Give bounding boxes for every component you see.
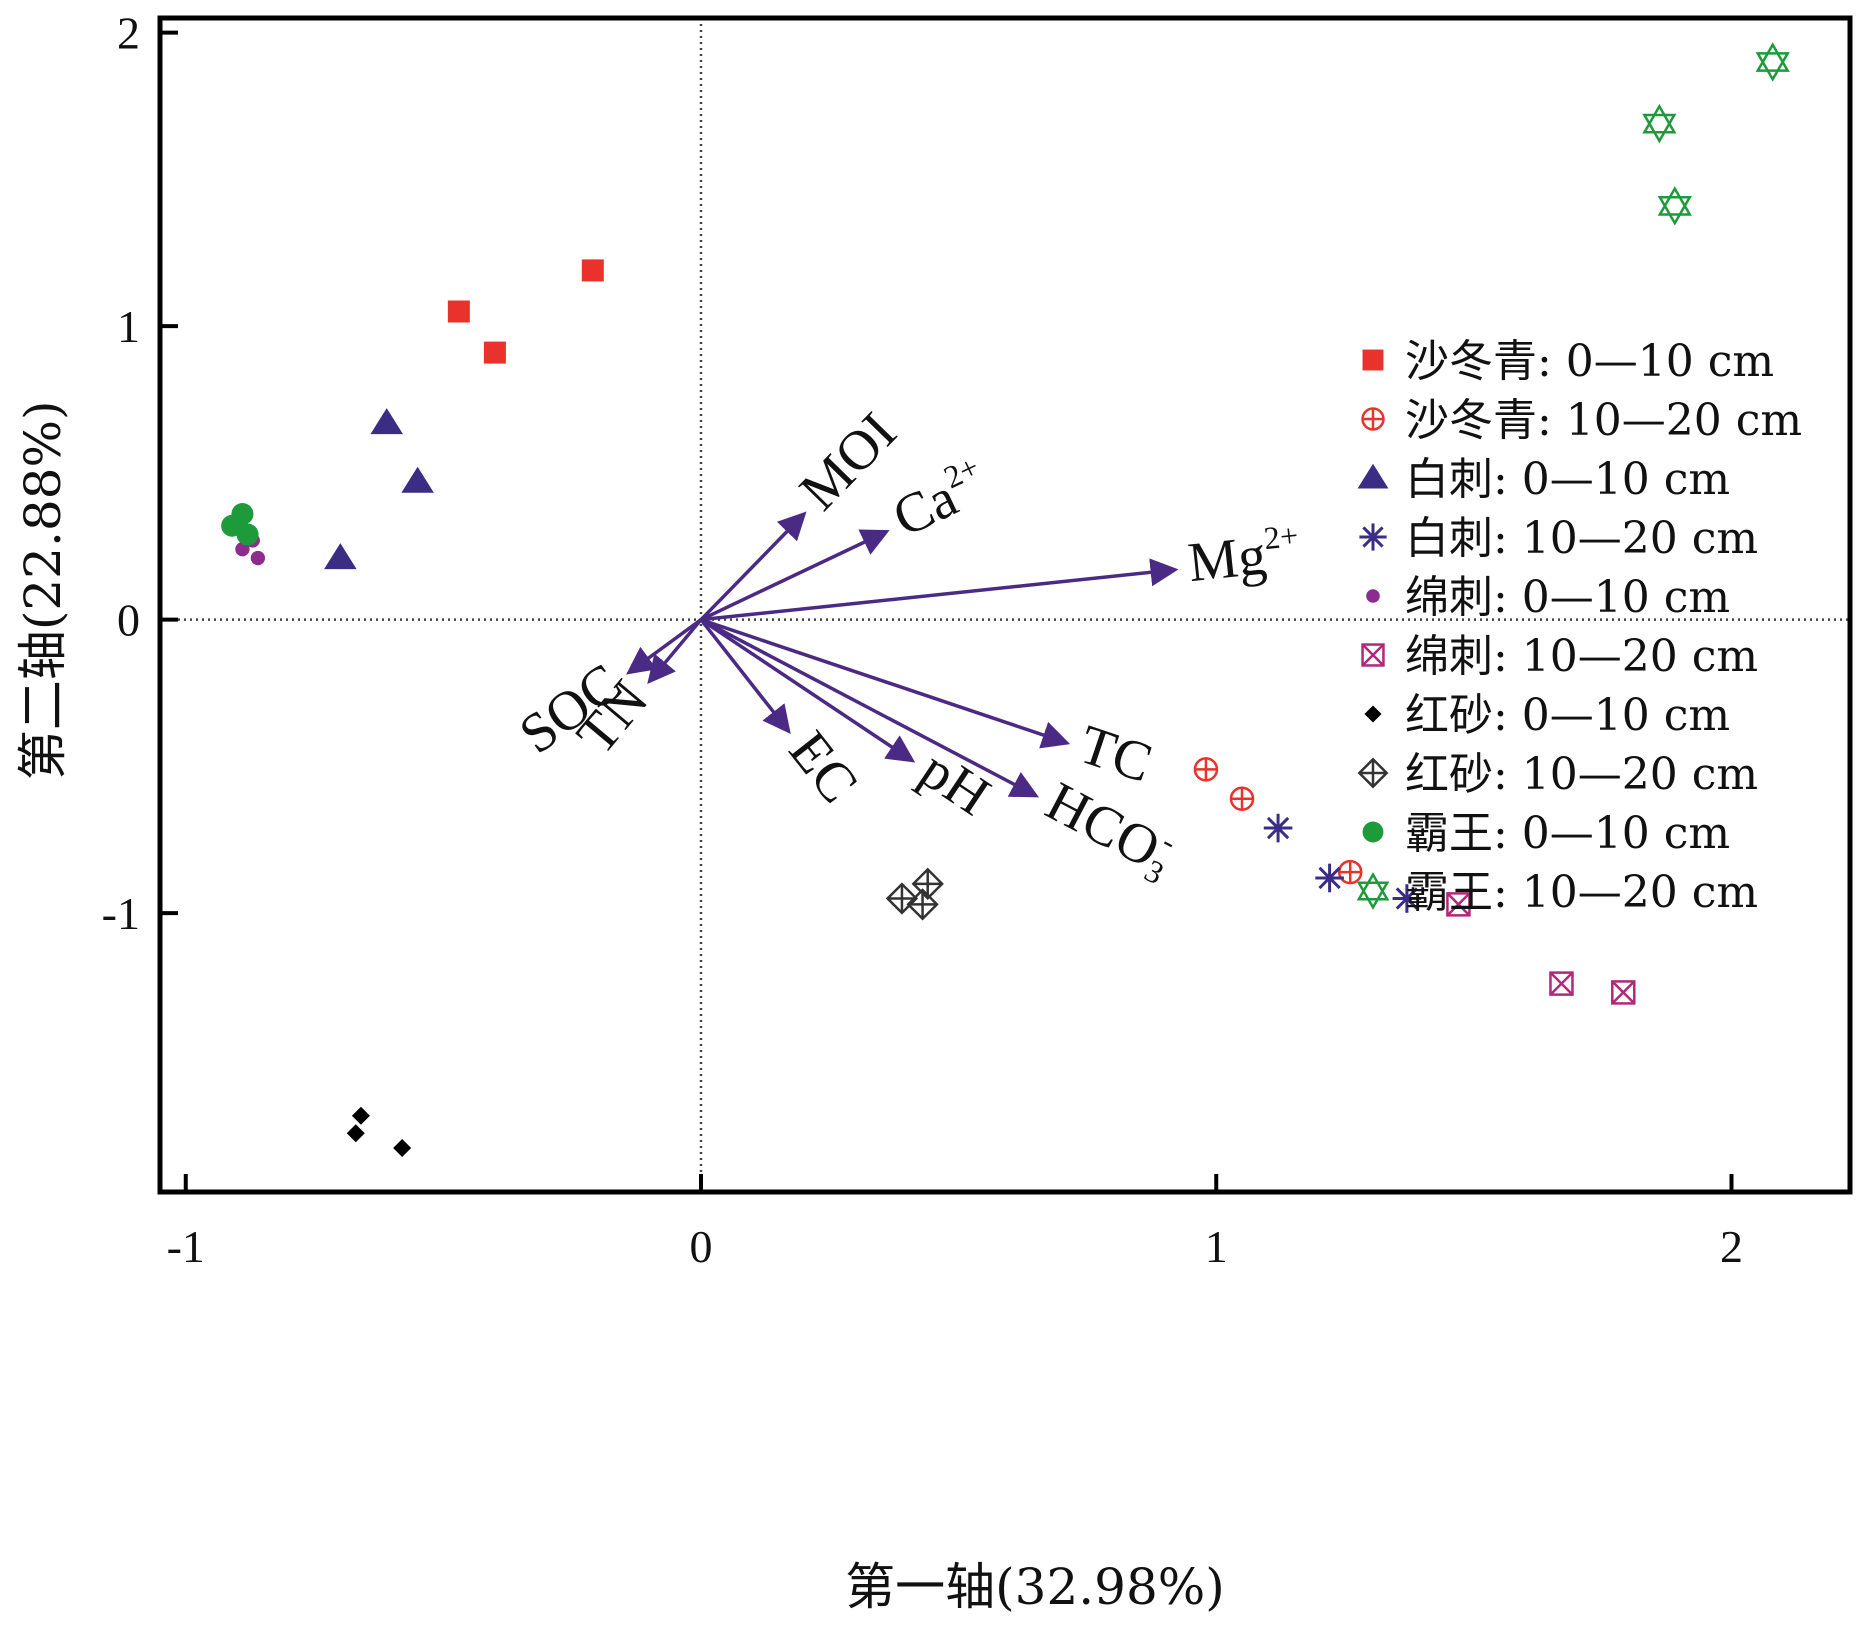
legend-label-10: 霸王: 10—20 cm [1405,867,1758,918]
legend-label-6: 绵刺: 10—20 cm [1405,631,1758,682]
legend-label-9: 霸王: 0—10 cm [1405,808,1730,859]
data-point-series-10 [1755,42,1790,82]
plot-frame [157,15,1853,1195]
legend-label-3: 白刺: 0—10 cm [1405,454,1730,505]
data-point-series-4 [1263,813,1293,843]
data-point-series-6 [1549,971,1574,996]
legend-label-1: 沙冬青: 0—10 cm [1405,336,1774,387]
vector-arrow-hco [700,618,1040,798]
vector-arrow-tn [647,618,703,684]
data-point-series-8 [885,882,919,915]
legend: 沙冬青: 0—10 cm 沙冬青: 10—20 cm 白刺: 0—10 cm 白刺: … [1356,336,1802,918]
legend-label-7: 红砂: 0—10 cm [1405,690,1730,741]
vector-label-ec: EC [777,720,870,815]
vector-label-mg: Mg2+ [1185,517,1303,594]
y-tick-label: -1 [102,888,140,939]
y-axis-title: 第二轴(22.88%) [14,400,72,780]
data-point-series-1 [483,341,506,364]
data-point-series-7 [393,1138,412,1157]
axis-ticks: -1 0 1 2 2 1 0 -1 [102,8,1743,1272]
data-point-series-3 [324,543,357,570]
vector-label-hco: HCO3- [1034,767,1185,891]
legend-marker-3 [1357,463,1389,489]
y-tick-label: 2 [117,8,140,59]
legend-label-2: 沙冬青: 10—20 cm [1405,395,1802,446]
vector-arrow-ph [700,618,916,763]
x-tick-label: 0 [690,1221,713,1272]
data-point-series-6 [1611,980,1636,1005]
data-point-series-3 [401,466,434,493]
legend-marker-1 [1362,349,1384,371]
data-point-series-6 [1446,892,1471,917]
vector-arrow-ca [700,529,890,622]
y-tick-label: 0 [117,595,140,646]
x-axis-title: 第一轴(32.98%) [845,1558,1225,1616]
vector-arrow-tc [700,618,1071,749]
data-point-series-5 [250,550,266,566]
legend-marker-4 [1359,523,1387,551]
legend-marker-2 [1361,407,1385,431]
legend-label-8: 红砂: 10—20 cm [1405,749,1758,800]
legend-marker-9 [1362,821,1384,843]
data-point-series-10 [1642,103,1677,144]
data-point-series-2 [1193,757,1219,782]
data-point-series-1 [581,259,604,282]
data-point-series-3 [370,408,403,435]
legend-label-4: 白刺: 10—20 cm [1405,513,1758,564]
data-point-series-5 [235,542,250,557]
vector-arrow-moi [699,511,807,621]
data-point-series-2 [1229,786,1255,811]
y-tick-label: 1 [117,301,140,352]
legend-marker-5 [1366,589,1380,603]
data-point-series-1 [447,300,470,323]
data-point-series-4 [1315,863,1344,893]
data-point-series-7 [351,1106,370,1125]
x-tick-label: -1 [167,1221,205,1272]
reference-lines [160,18,1850,1192]
legend-marker-6 [1361,643,1385,667]
legend-marker-8 [1357,757,1389,789]
vector-label-ca: Ca2+ [882,449,997,549]
data-point-series-9 [236,523,259,546]
vector-arrow-mg [700,558,1179,622]
data-point-series-2 [1337,859,1363,885]
legend-label-5: 绵刺: 0—10 cm [1405,572,1730,623]
x-tick-label: 2 [1720,1221,1743,1272]
data-point-series-4 [1392,884,1422,913]
data-point-series-10 [1657,186,1692,226]
data-point-series-7 [346,1124,365,1143]
vector-arrow-soc [626,618,703,675]
vector-arrow-ec [699,618,791,734]
x-tick-label: 1 [1205,1221,1228,1272]
legend-marker-10 [1356,872,1390,910]
point-group [221,42,1790,1157]
data-point-series-8 [906,888,939,921]
legend-marker-7 [1364,705,1382,723]
